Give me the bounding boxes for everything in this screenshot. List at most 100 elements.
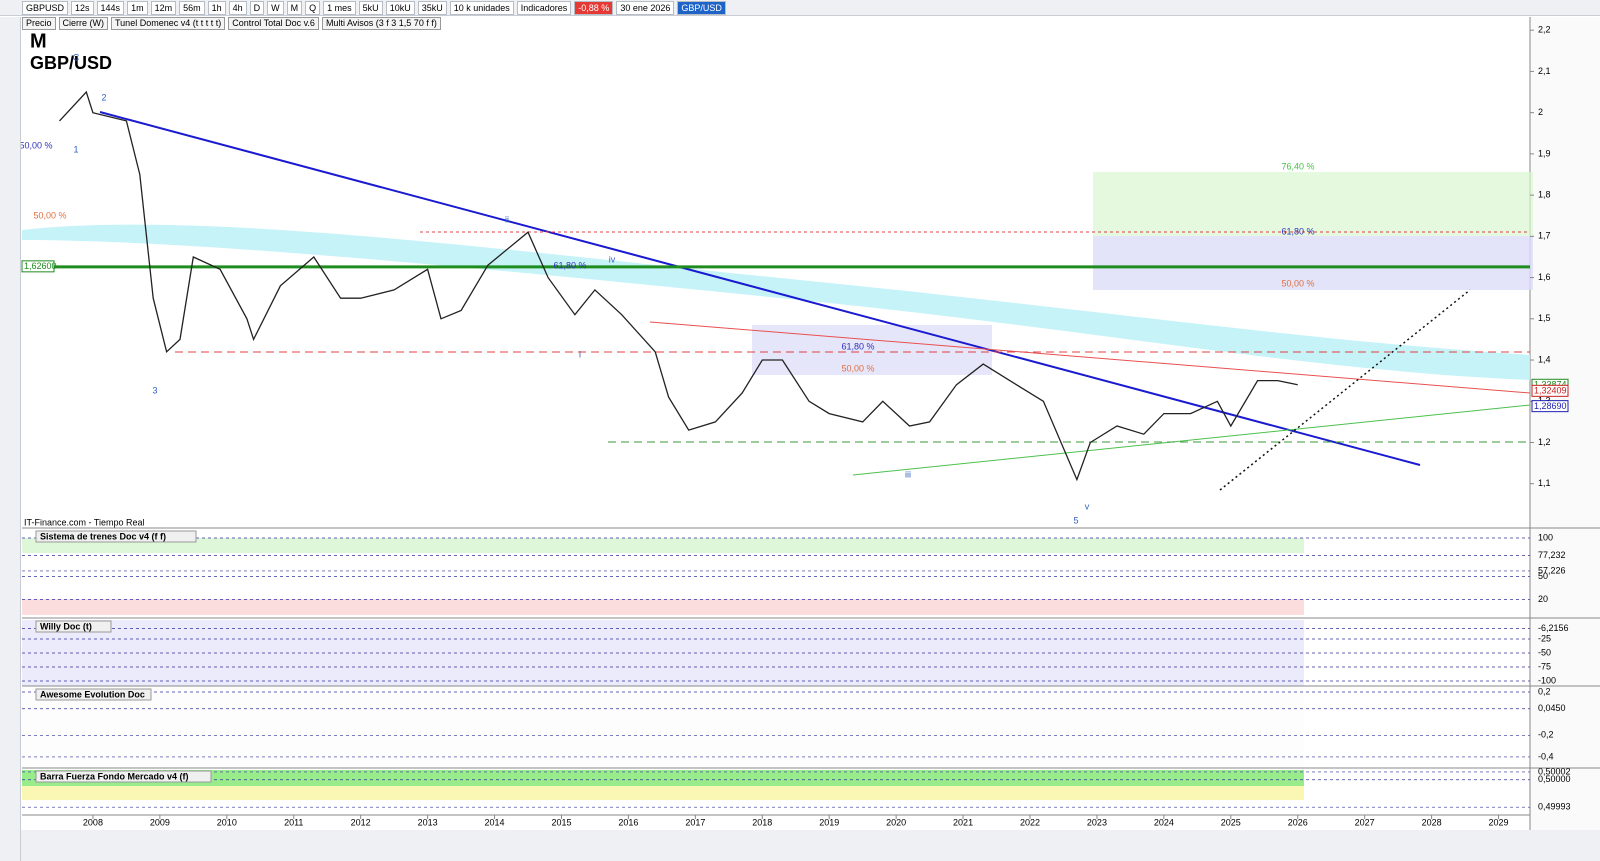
interval-button[interactable]: 1m [127, 0, 148, 15]
interval-button[interactable]: W [267, 0, 284, 15]
price-label: 1,28690 [1534, 401, 1567, 411]
x-tick-label: 2008 [83, 817, 103, 827]
fib-zone [1093, 172, 1533, 236]
x-tick-label: 2011 [284, 817, 303, 827]
panel-title-box [35, 770, 212, 783]
panel-band [22, 538, 1304, 553]
x-tick-label: 2018 [752, 817, 772, 827]
x-tick-label: 2020 [886, 817, 906, 827]
interval-button[interactable]: 56m [179, 0, 205, 15]
price-label-box [21, 260, 55, 273]
price-label-box [1531, 400, 1569, 413]
y-tick-label: 1,7 [1538, 231, 1551, 241]
interval-button[interactable]: 12m [150, 0, 177, 15]
price-label: 1,32409 [1534, 386, 1567, 396]
x-tick-label: 2016 [618, 817, 638, 827]
x-tick-label: 2029 [1489, 817, 1509, 827]
legend-item[interactable]: Tunel Domenec v4 (t t t t t) [111, 17, 226, 30]
x-tick-label: 2025 [1221, 817, 1241, 827]
panel-tick-label: -25 [1538, 633, 1551, 643]
chart-annotation: 5 [1073, 515, 1078, 525]
interval-button[interactable]: M [286, 0, 303, 15]
toolbar: GBPUSD 12s 144s 1m 12m 56m 1h 4h D W M Q 1 mes 5kU 10k… [0, 0, 1600, 16]
unit-button[interactable]: 35kU [417, 0, 447, 15]
pair-badge: GBP/USD [677, 0, 726, 15]
source-label: IT-Finance.com - Tiempo Real [24, 517, 145, 527]
price-label: 1,62600 [24, 261, 57, 271]
panel-title-box [35, 530, 197, 543]
price-label: 1,33874 [1534, 380, 1567, 390]
chart-annotation: 50,00 % [1281, 278, 1314, 288]
period-select[interactable]: 1 mes [323, 0, 356, 15]
price-label-box [1531, 384, 1569, 397]
x-tick-label: 2019 [819, 817, 839, 827]
x-tick-label: 2013 [418, 817, 438, 827]
legend-item[interactable]: Multi Avisos (3 f 3 1,5 70 f f) [321, 17, 441, 30]
interval-button[interactable]: 1h [207, 0, 226, 15]
chart-annotation: 50,00 % [841, 363, 874, 373]
price-line [59, 90, 1298, 482]
x-tick-label: 2017 [685, 817, 705, 827]
trendline [99, 111, 1421, 466]
x-tick-label: 2026 [1288, 817, 1308, 827]
status-bar [0, 830, 1600, 861]
indicators-button[interactable]: Indicadores [516, 0, 572, 15]
interval-button[interactable]: 144s [96, 0, 125, 15]
chart-annotation: v [1085, 501, 1090, 511]
chart-annotation: 61,80 % [1281, 226, 1314, 236]
unit-button[interactable]: 5kU [358, 0, 383, 15]
x-tick-label: 2027 [1355, 817, 1375, 827]
x-tick-label: 2022 [1020, 817, 1040, 827]
panel-band [22, 770, 1304, 786]
panel-title: Willy Doc (t) [40, 621, 92, 631]
panel-tick-label: 57,226 [1538, 565, 1566, 575]
chart-annotation: 2 [101, 92, 106, 102]
panel-tick-label: 0,50002 [1538, 766, 1571, 776]
panel-title: Barra Fuerza Fondo Mercado v4 (f) [40, 771, 189, 781]
symbol-select[interactable]: GBPUSD [22, 0, 69, 15]
panel-tick-label: 20 [1538, 594, 1548, 604]
unit-select[interactable]: 10 k unidades [449, 0, 514, 15]
panel-title: Sistema de trenes Doc v4 (f f) [40, 531, 166, 541]
y-tick-label: 1,5 [1538, 313, 1551, 323]
symbol-label: GBP/USD [30, 53, 112, 73]
panel-tick-label: -75 [1538, 661, 1551, 671]
chart-annotation: ii [505, 214, 509, 224]
x-tick-label: 2023 [1087, 817, 1107, 827]
y-tick-label: 1,6 [1538, 272, 1551, 282]
x-tick-label: 2014 [485, 817, 505, 827]
panel-tick-label: -6,2156 [1538, 623, 1569, 633]
interval-button[interactable]: Q [305, 0, 321, 15]
panel-tick-label: 50 [1538, 571, 1548, 581]
trendline [852, 404, 1531, 476]
chart-annotation: 3 [152, 385, 157, 395]
date-label: 30 ene 2026 [616, 0, 675, 15]
panel-tick-label: 100 [1538, 532, 1553, 542]
legend-item[interactable]: Precio [22, 17, 56, 30]
x-tick-label: 2015 [551, 817, 571, 827]
interval-button[interactable]: 12s [71, 0, 94, 15]
panel-tick-label: -0,2 [1538, 730, 1554, 740]
chart-annotation: 1 [73, 144, 78, 154]
interval-button[interactable]: D [249, 0, 265, 15]
fib-zone [1093, 236, 1533, 290]
panel-tick-label: -100 [1538, 675, 1556, 685]
unit-button[interactable]: 10kU [385, 0, 415, 15]
chart-annotation: 76,40 % [1281, 161, 1314, 171]
legend-item[interactable]: Control Total Doc v.6 [228, 17, 319, 30]
y-tick-label: 1,4 [1538, 354, 1551, 364]
panel-tick-label: 0,0450 [1538, 703, 1566, 713]
panel-title-box [35, 688, 152, 701]
panel-tick-label: 0,2 [1538, 686, 1551, 696]
y-tick-label: 1,8 [1538, 189, 1551, 199]
panel-band [22, 688, 1304, 768]
y-tick-label: 2,1 [1538, 66, 1551, 76]
panel-title: Awesome Evolution Doc [40, 689, 145, 699]
legend-item[interactable]: Cierre (W) [58, 17, 109, 30]
x-tick-label: 2012 [351, 817, 371, 827]
change-badge: -0,88 % [574, 0, 614, 15]
chart-annotation: 61,80 % [841, 341, 874, 351]
chart-annotation: iv [609, 254, 616, 264]
interval-button[interactable]: 4h [228, 0, 247, 15]
